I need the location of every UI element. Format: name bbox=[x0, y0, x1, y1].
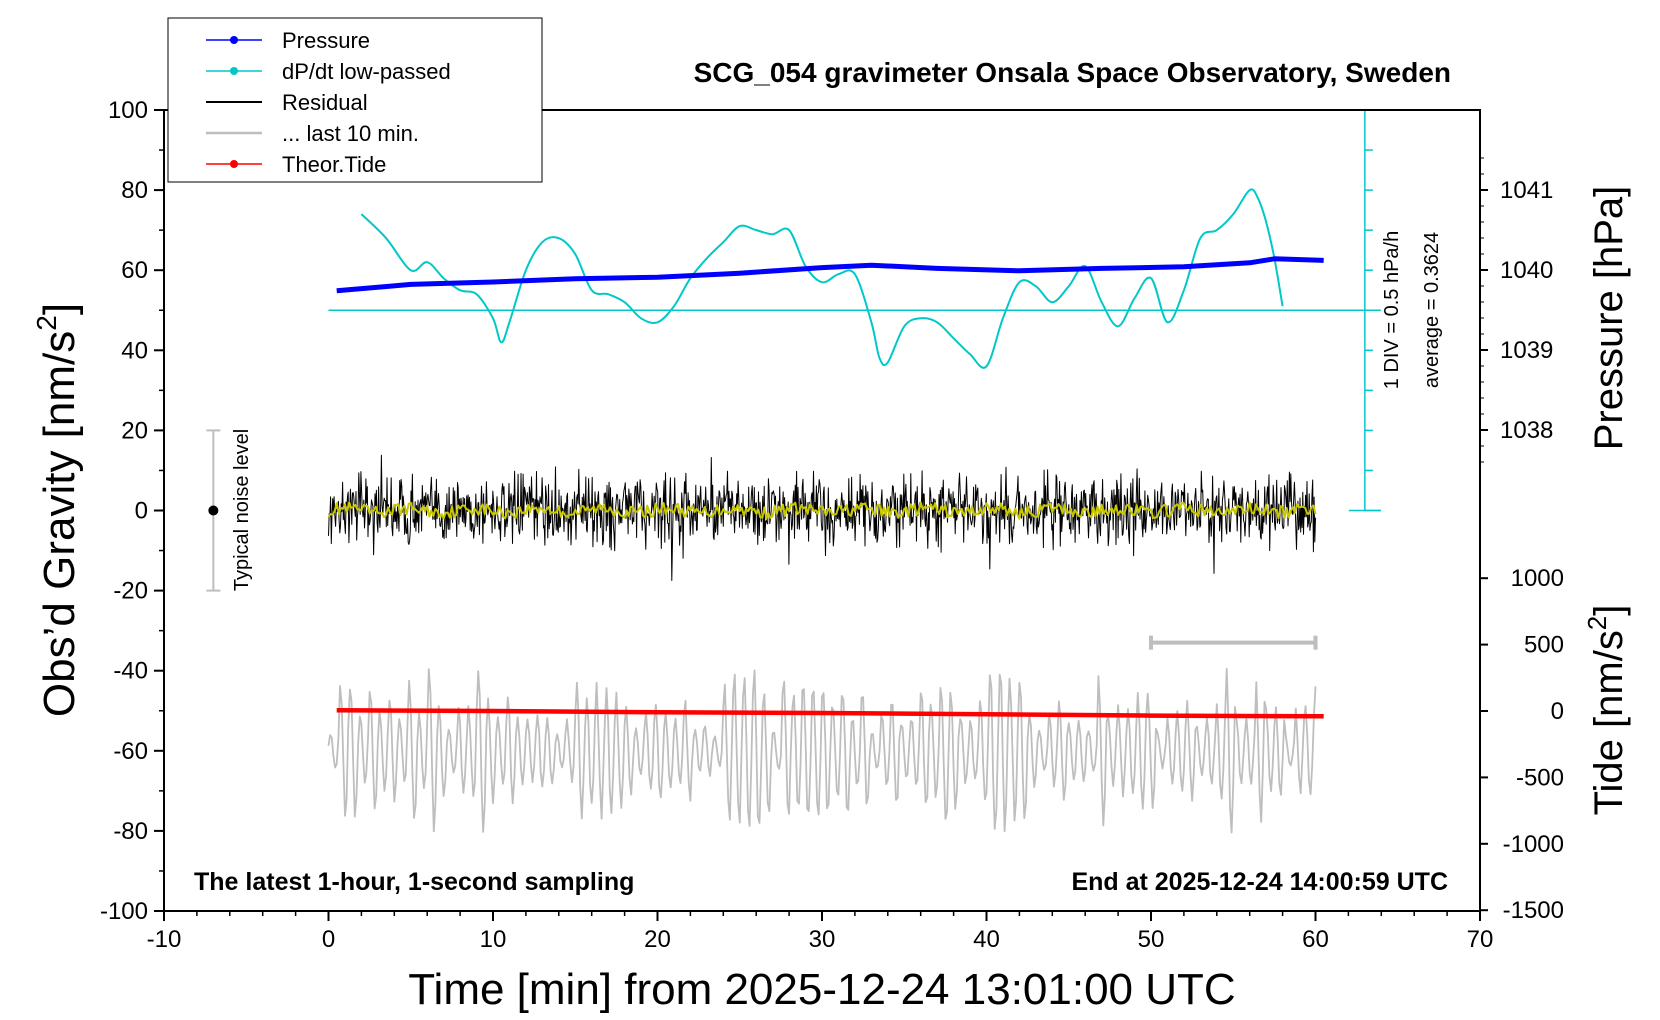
noise-center-dot bbox=[208, 505, 219, 516]
y-tick-label: 40 bbox=[121, 337, 148, 364]
x-tick-label: 0 bbox=[322, 926, 335, 953]
x-tick-label: -10 bbox=[147, 926, 182, 953]
tide-tick-label: -1500 bbox=[1503, 897, 1564, 924]
x-tick-label: 50 bbox=[1138, 926, 1165, 953]
footer-right: End at 2025-12-24 14:00:59 UTC bbox=[1071, 868, 1448, 896]
y-tick-label: 0 bbox=[135, 498, 148, 525]
y-tick-label: 80 bbox=[121, 177, 148, 204]
legend-label: ... last 10 min. bbox=[282, 121, 419, 146]
pressure-axis-title: Pressure [hPa] bbox=[1587, 186, 1631, 451]
x-tick-label: 60 bbox=[1302, 926, 1329, 953]
pressure-series-line bbox=[336, 256, 1324, 294]
y-tick-label: -20 bbox=[113, 578, 148, 605]
residual-smoothed-line bbox=[327, 501, 1317, 520]
y-tick-label: 60 bbox=[121, 257, 148, 284]
tide-tick-label: -1000 bbox=[1503, 831, 1564, 858]
y-tick-label: -40 bbox=[113, 658, 148, 685]
y-tick-label: -100 bbox=[100, 898, 148, 925]
dpdt-series-line bbox=[360, 188, 1284, 369]
legend-label: dP/dt low-passed bbox=[282, 59, 451, 84]
axes-layer: -10 0 10 20 30 40 50 60 70-100-80-60-40-20020406… bbox=[100, 97, 1564, 953]
tide-series-line bbox=[336, 708, 1324, 719]
tide-tick-label: -500 bbox=[1516, 764, 1564, 791]
legend-box bbox=[167, 17, 543, 183]
y-tick-label: -60 bbox=[113, 738, 148, 765]
residual-series-line bbox=[328, 454, 1316, 581]
tide-tick-label: 1000 bbox=[1511, 565, 1564, 592]
x-tick-label: 20 bbox=[644, 926, 671, 953]
noise-level-label: Typical noise level bbox=[231, 429, 253, 591]
legend-marker bbox=[230, 160, 238, 168]
div-label: 1 DIV = 0.5 hPa/h bbox=[1381, 231, 1403, 389]
tide-tick-label: 500 bbox=[1524, 632, 1564, 659]
pressure-tick-label: 1040 bbox=[1500, 257, 1553, 284]
last-10-min-series-line bbox=[327, 667, 1317, 834]
plot-data-layer bbox=[206, 110, 1381, 834]
legend-entries: Pressure dP/dt low-passed Residual ... last… bbox=[206, 28, 451, 177]
tide-axis-title: Tide [nm/s2] bbox=[1582, 605, 1631, 816]
pressure-tick-label: 1041 bbox=[1500, 177, 1553, 204]
x-tick-label: 70 bbox=[1467, 926, 1494, 953]
x-axis-title: Time [min] from 2025-12-24 13:01:00 UTC bbox=[408, 965, 1235, 1014]
footer-left: The latest 1-hour, 1-second sampling bbox=[194, 868, 634, 896]
x-tick-label: 40 bbox=[973, 926, 1000, 953]
x-tick-label: 10 bbox=[480, 926, 507, 953]
y-tick-label: 20 bbox=[121, 417, 148, 444]
legend-label: Theor.Tide bbox=[282, 152, 386, 177]
legend-label: Residual bbox=[282, 90, 368, 115]
left-axis-title: Obs’d Gravity [nm/s2] bbox=[31, 303, 84, 717]
pressure-tick-label: 1038 bbox=[1500, 417, 1553, 444]
y-tick-label: 100 bbox=[108, 97, 148, 124]
pressure-tick-label: 1039 bbox=[1500, 337, 1553, 364]
legend: Pressure dP/dt low-passed Residual ... last… bbox=[167, 17, 543, 183]
legend-marker bbox=[230, 67, 238, 75]
x-tick-label: 30 bbox=[809, 926, 836, 953]
legend-label: Pressure bbox=[282, 28, 370, 53]
chart-title: SCG_054 gravimeter Onsala Space Observat… bbox=[694, 57, 1451, 88]
legend-marker bbox=[230, 36, 238, 44]
y-tick-label: -80 bbox=[113, 818, 148, 845]
average-label: average = 0.3624 bbox=[1421, 232, 1443, 388]
tide-tick-label: 0 bbox=[1551, 698, 1564, 725]
